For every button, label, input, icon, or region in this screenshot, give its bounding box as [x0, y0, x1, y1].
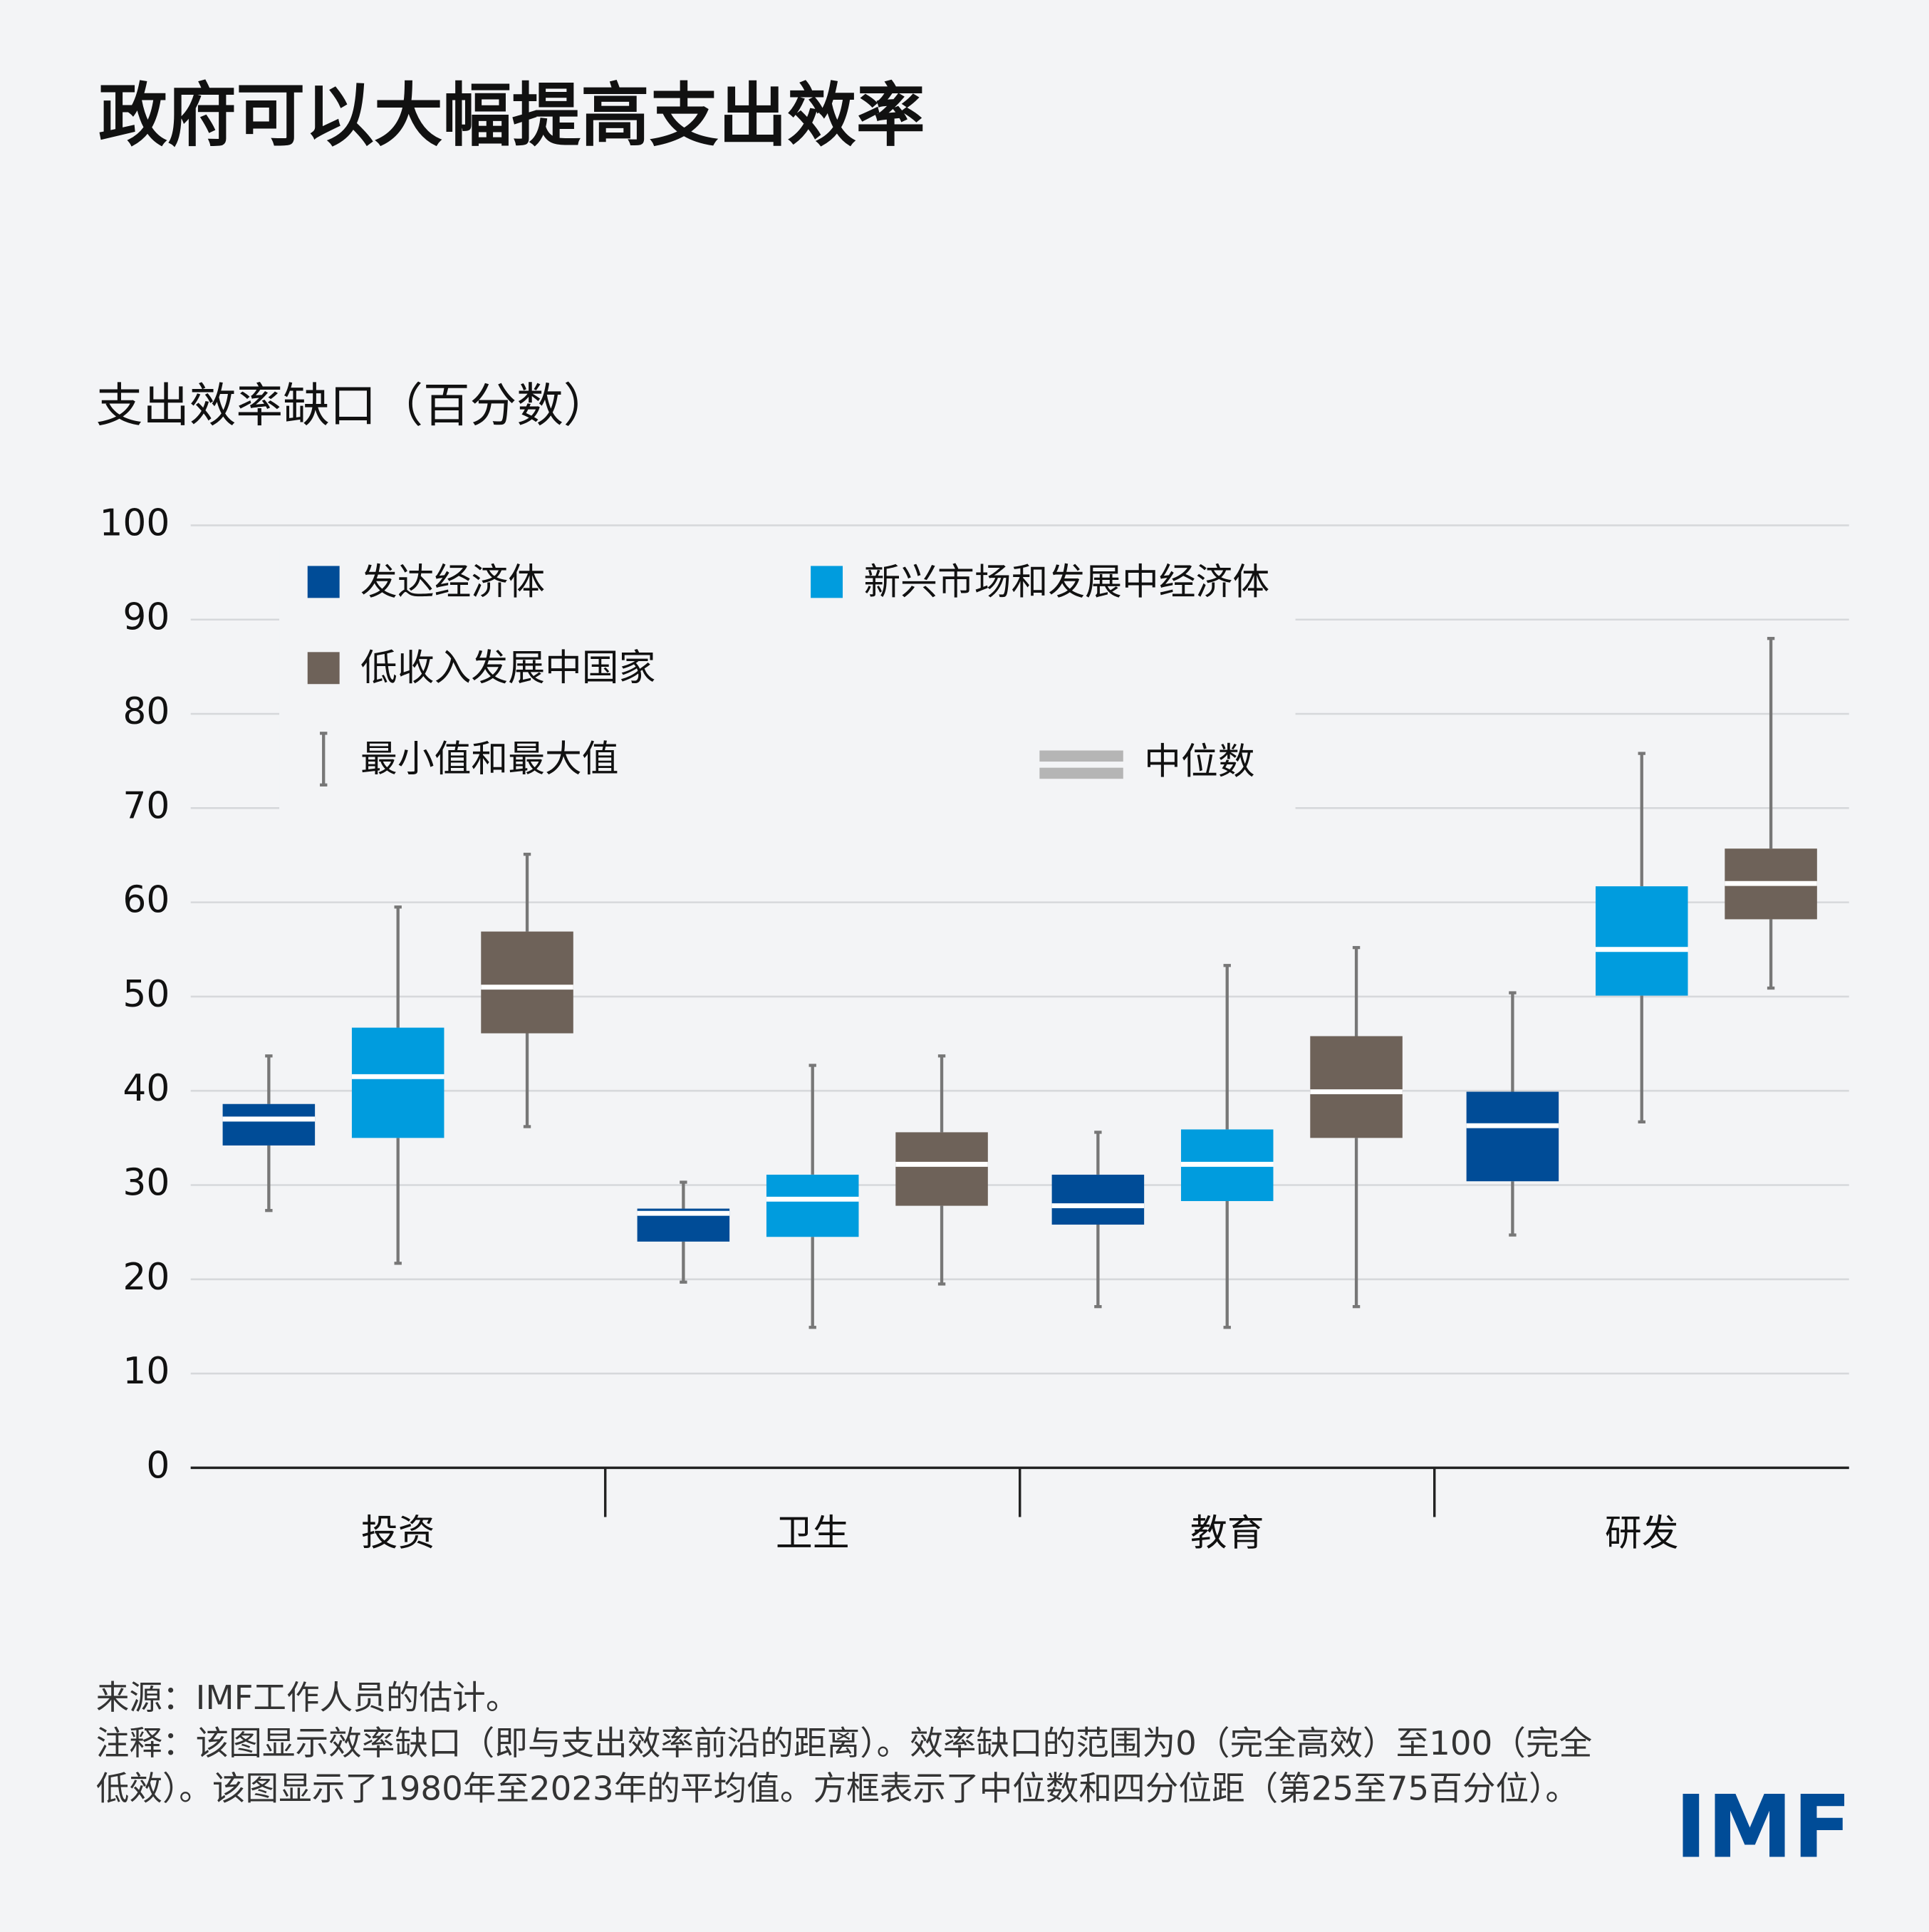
- y-tick-label: 20: [123, 1256, 170, 1299]
- note: 注释：该图显示效率缺口（即与支出效率前沿的距离）。效率缺口的范围为0（完全高效）…: [95, 1725, 1593, 1809]
- source: 来源：IMF工作人员的估计。: [95, 1679, 519, 1718]
- y-tick-label: 70: [123, 784, 170, 827]
- legend-label: 中位数: [1144, 740, 1254, 783]
- x-tick-label: 教育: [1190, 1512, 1264, 1554]
- legend-label: 最小值和最大值: [360, 738, 619, 781]
- box: [481, 931, 573, 1034]
- box: [222, 1103, 316, 1146]
- plot: 投资 卫生 教育 研发: [190, 637, 1849, 1554]
- chart-title: 政府可以大幅提高支出效率: [98, 76, 925, 156]
- y-tick-label: 0: [146, 1444, 170, 1487]
- legend-median: [1039, 767, 1123, 779]
- logo: IMF: [1675, 1777, 1851, 1877]
- legend-swatch: [811, 566, 843, 598]
- x-tick-label: 研发: [1605, 1512, 1679, 1554]
- y-tick-label: 40: [123, 1067, 170, 1110]
- box: [1595, 886, 1688, 996]
- x-tick-label: 投资: [361, 1512, 435, 1554]
- y-tick-label: 100: [99, 502, 170, 544]
- y-tick-label: 60: [123, 879, 170, 922]
- y-tick-label: 90: [123, 596, 170, 639]
- box: [1310, 1036, 1403, 1138]
- box: [766, 1174, 859, 1237]
- legend-label: 低收入发展中国家: [360, 647, 655, 690]
- y-axis-label: 支出效率缺口（百分数）: [96, 378, 610, 432]
- box: [895, 1132, 988, 1206]
- box: [351, 1027, 444, 1138]
- box: [1466, 1091, 1559, 1182]
- legend-swatch: [307, 652, 340, 685]
- footnotes: 来源：IMF工作人员的估计。 注释：该图显示效率缺口（即与支出效率前沿的距离）。…: [96, 1676, 1622, 1812]
- y-tick-label: 30: [123, 1161, 170, 1204]
- x-tick-label: 卫生: [776, 1512, 850, 1554]
- box: [1051, 1174, 1145, 1225]
- legend-label: 新兴市场和发展中经济体: [863, 561, 1269, 603]
- legend-swatch: [307, 566, 340, 598]
- legend-label: 发达经济体: [360, 561, 545, 603]
- grid: 0 10 20 30 40 50 60 70 80 90 100: [99, 502, 1849, 1487]
- legend-median: [1039, 750, 1123, 762]
- footnote-block: 来源：IMF工作人员的估计。 注释：该图显示效率缺口（即与支出效率前沿的距离）。…: [96, 1676, 1622, 1812]
- y-tick-label: 80: [123, 690, 170, 733]
- legend-background: [279, 544, 1296, 812]
- y-tick-label: 10: [123, 1350, 170, 1393]
- y-tick-label: 50: [123, 973, 170, 1016]
